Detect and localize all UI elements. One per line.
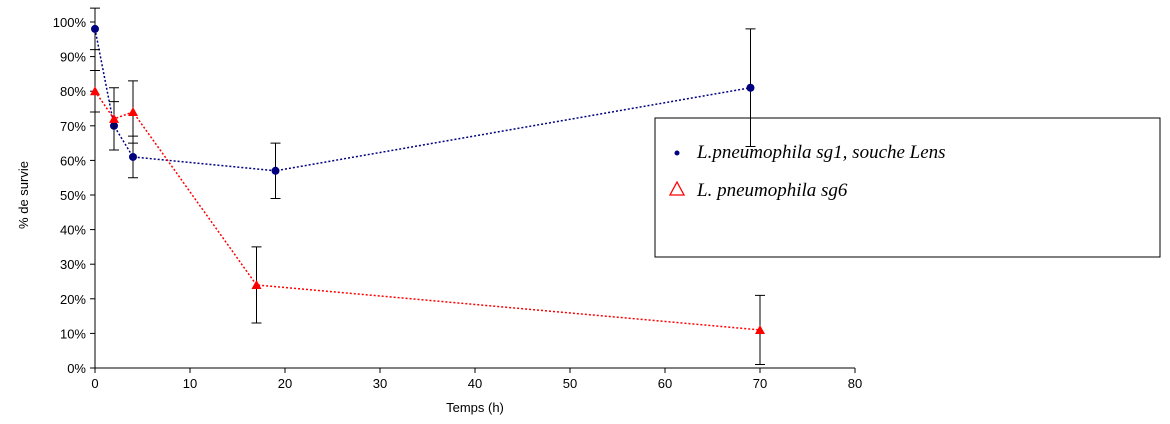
x-tick-label: 0	[91, 376, 98, 391]
dot-marker	[271, 166, 280, 175]
dot-marker	[91, 24, 99, 33]
y-tick-label: 10%	[60, 326, 86, 341]
triangle-marker	[90, 86, 100, 96]
legend-marker	[674, 150, 680, 156]
legend-label: L.pneumophila sg1, souche Lens	[696, 142, 946, 163]
legend-marker	[668, 180, 686, 196]
x-tick-label: 30	[373, 376, 387, 391]
x-tick-label: 20	[278, 376, 292, 391]
dot-marker	[746, 83, 755, 92]
y-axis-title: % de survie	[16, 161, 31, 229]
triangle-marker	[251, 279, 262, 289]
x-tick-label: 10	[183, 376, 197, 391]
y-tick-label: 90%	[60, 50, 86, 65]
legend-label: L. pneumophila sg6	[696, 180, 848, 201]
triangle-marker	[755, 324, 765, 334]
x-tick-label: 60	[658, 376, 672, 391]
series-line	[94, 28, 751, 172]
triangle-marker	[109, 113, 119, 123]
y-tick-label: 40%	[60, 223, 86, 238]
dot-marker	[129, 152, 137, 161]
legend-box	[654, 117, 1161, 258]
y-tick-label: 30%	[60, 257, 86, 272]
x-tick-label: 50	[563, 376, 577, 391]
y-tick-label: 80%	[60, 84, 86, 99]
y-tick-label: 50%	[60, 188, 86, 203]
y-tick-label: 70%	[60, 119, 86, 134]
triangle-marker	[128, 106, 138, 116]
x-axis-title: Temps (h)	[446, 400, 504, 415]
y-tick-label: 20%	[60, 292, 86, 307]
x-tick-label: 40	[468, 376, 482, 391]
x-tick-label: 80	[848, 376, 862, 391]
y-tick-label: 0%	[67, 361, 86, 376]
y-tick-label: 100%	[53, 15, 87, 30]
x-tick-label: 70	[753, 376, 767, 391]
y-tick-label: 60%	[60, 153, 86, 168]
